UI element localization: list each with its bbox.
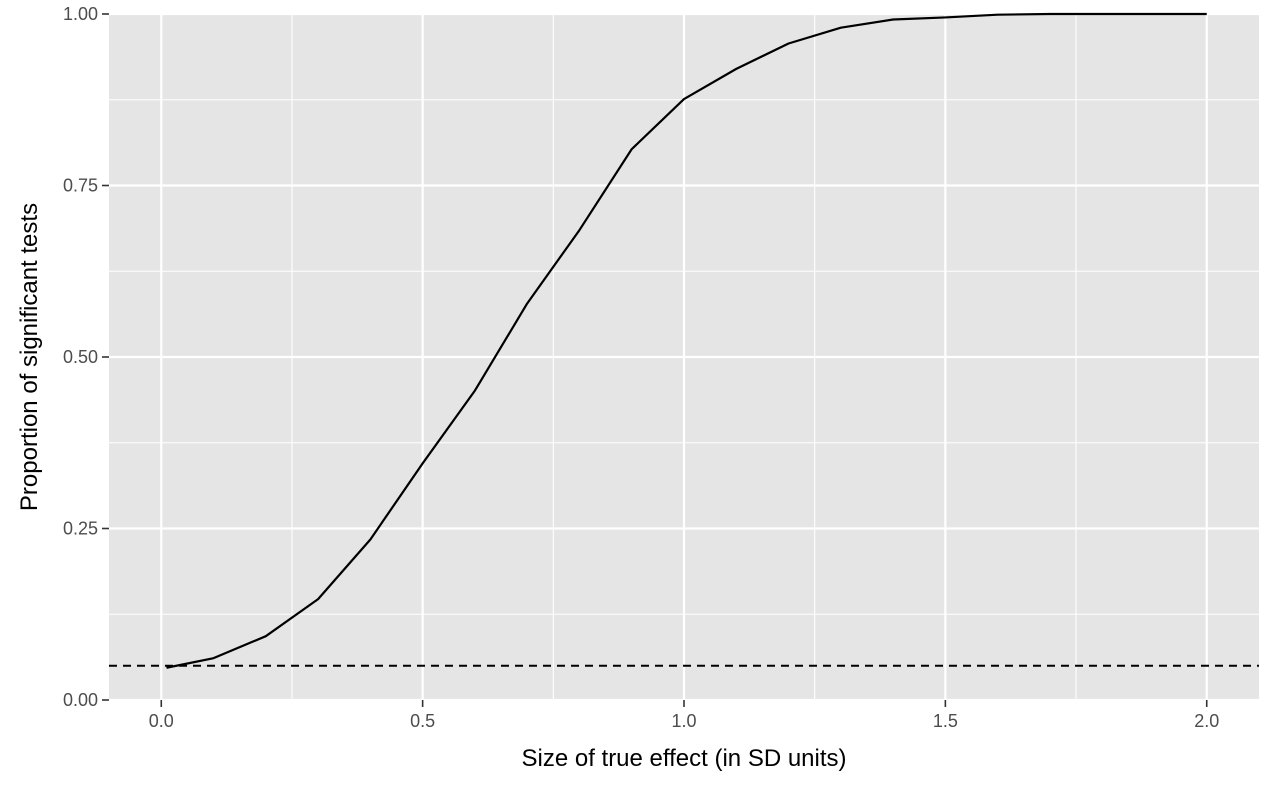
x-axis-title: Size of true effect (in SD units) bbox=[521, 745, 846, 772]
x-tick-label: 0.0 bbox=[149, 711, 174, 731]
x-axis: 0.0 0.5 1.0 1.5 2.0 bbox=[149, 700, 1219, 731]
x-tick-label: 2.0 bbox=[1194, 711, 1219, 731]
y-axis: 0.00 0.25 0.50 0.75 1.00 bbox=[63, 4, 109, 710]
series-layer bbox=[166, 12, 1207, 669]
y-tick-label: 0.25 bbox=[63, 519, 98, 539]
y-tick-label: 0.00 bbox=[63, 690, 98, 710]
series-line bbox=[166, 12, 1207, 669]
y-tick-label: 1.00 bbox=[63, 4, 98, 24]
x-tick-label: 1.5 bbox=[933, 711, 958, 731]
y-tick-label: 0.50 bbox=[63, 347, 98, 367]
x-tick-label: 1.0 bbox=[671, 711, 696, 731]
y-axis-title: Proportion of significant tests bbox=[16, 203, 43, 511]
major-gridlines bbox=[109, 12, 1259, 702]
y-tick-label: 0.75 bbox=[63, 176, 98, 196]
x-tick-label: 0.5 bbox=[410, 711, 435, 731]
